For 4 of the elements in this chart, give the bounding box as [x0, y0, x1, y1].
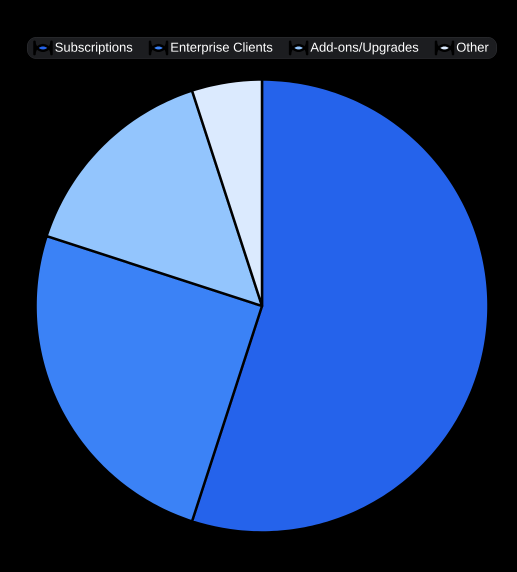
- legend-label: Subscriptions: [55, 42, 132, 54]
- legend-label: Add-ons/Upgrades: [310, 42, 418, 54]
- legend-label: Other: [456, 42, 489, 52]
- legend-label: Enterprise Clients: [171, 42, 272, 54]
